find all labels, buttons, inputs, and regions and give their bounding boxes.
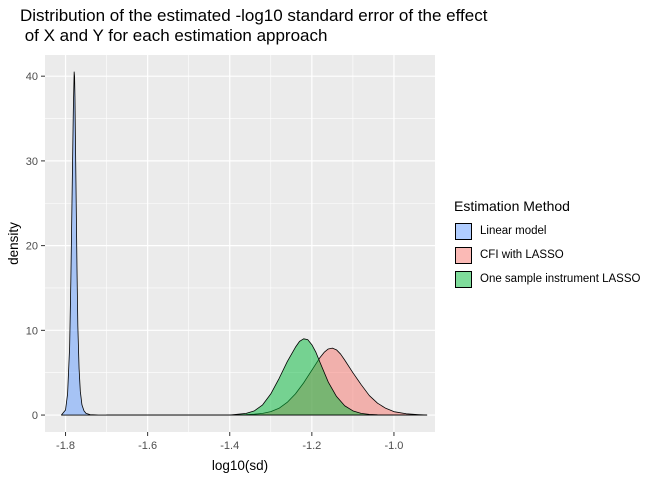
panel-background	[45, 55, 435, 432]
legend-key-linear-model	[455, 222, 472, 240]
y-tick-label: 40	[26, 71, 38, 83]
legend-label-one-sample-lasso: One sample instrument LASSO	[480, 273, 641, 285]
x-tick-label: -1.8	[56, 440, 75, 452]
x-axis-label: log10(sd)	[212, 458, 268, 473]
legend-item-one-sample-lasso: One sample instrument LASSO	[454, 267, 640, 291]
legend-item-cfi-lasso: CFI with LASSO	[454, 243, 640, 267]
legend-label-linear-model: Linear model	[480, 225, 547, 237]
x-tick-label: -1.6	[138, 440, 157, 452]
y-axis-label: density	[6, 222, 21, 265]
legend: Estimation Method Linear model CFI with …	[454, 198, 640, 291]
y-tick-label: 10	[26, 325, 38, 337]
y-tick-label: 20	[26, 241, 38, 253]
legend-key-one-sample-lasso	[455, 270, 472, 288]
density-area-one-sample-instrument-lasso	[229, 338, 407, 416]
x-tick-label: -1.2	[302, 440, 321, 452]
legend-title: Estimation Method	[454, 198, 570, 214]
legend-key-cfi-lasso	[455, 246, 472, 264]
x-tick-label: -1.0	[384, 440, 403, 452]
chart-title-line-1: Distribution of the estimated -log10 sta…	[20, 6, 488, 25]
legend-item-linear-model: Linear model	[454, 219, 640, 243]
chart-title-line-2: of X and Y for each estimation approach	[20, 26, 328, 45]
y-tick-label: 30	[26, 156, 38, 168]
legend-label-cfi-lasso: CFI with LASSO	[480, 249, 564, 261]
y-tick-label: 0	[32, 410, 38, 422]
x-tick-label: -1.4	[220, 440, 239, 452]
